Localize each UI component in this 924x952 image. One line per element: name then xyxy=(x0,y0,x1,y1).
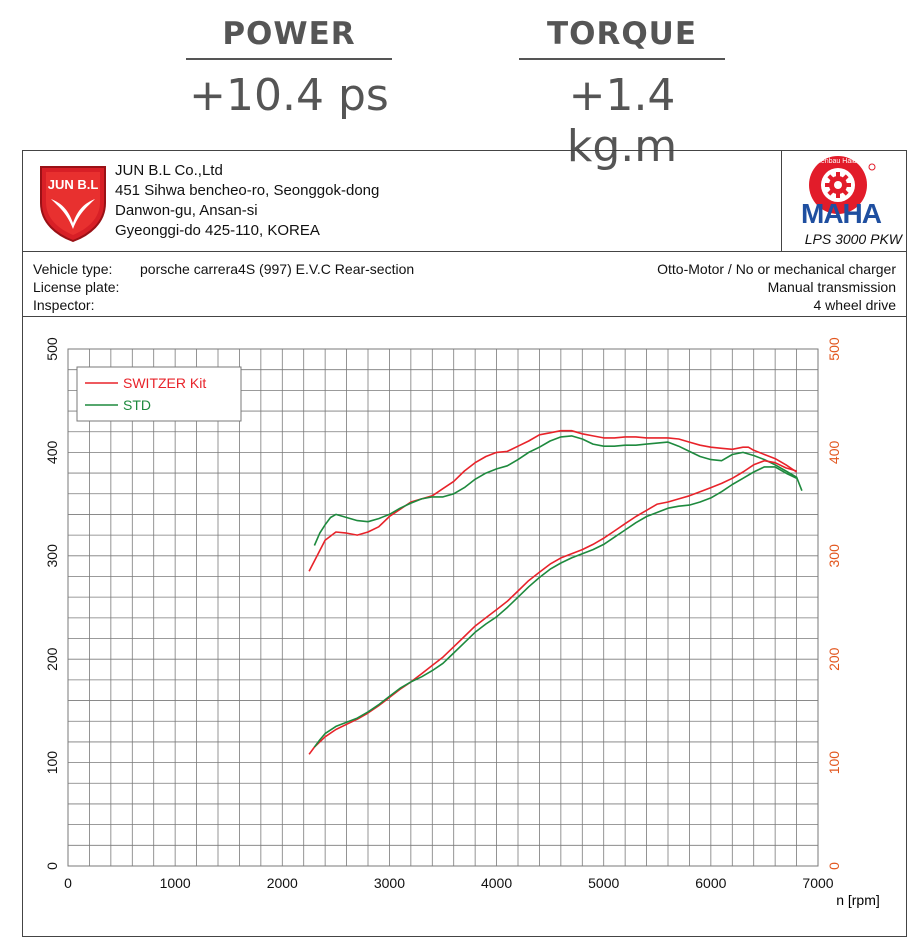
chart-grid xyxy=(67,348,819,867)
torque-title: TORQUE xyxy=(546,16,698,52)
y-tick-label-right: 0 xyxy=(826,862,842,870)
company-info: JUN B.L Co.,Ltd 451 Sihwa bencheo-ro, Se… xyxy=(115,161,379,241)
std-upper-curve xyxy=(313,435,803,546)
y-tick-label-left: 0 xyxy=(44,862,60,870)
y-tick-label-left: 500 xyxy=(44,337,60,361)
maha-model: LPS 3000 PKW xyxy=(804,231,902,247)
std-lower-curve xyxy=(313,466,797,748)
switzer-kit-upper-curve xyxy=(308,429,798,572)
y-tick-label-right: 500 xyxy=(826,337,842,361)
vehicle-type-value: porsche carrera4S (997) E.V.C Rear-secti… xyxy=(140,261,415,277)
legend-box xyxy=(76,366,242,422)
y-tick-label-right: 100 xyxy=(826,751,842,775)
y-tick-label-left: 400 xyxy=(44,441,60,465)
power-value: +10.4 ps xyxy=(189,70,389,121)
x-tick-label: 3000 xyxy=(374,875,405,891)
plot-area xyxy=(67,348,819,867)
x-tick-label: 7000 xyxy=(802,875,833,891)
vehicle-type-label: Vehicle type: xyxy=(33,261,113,277)
x-tick-label: 4000 xyxy=(481,875,512,891)
torque-gain-block: TORQUE +1.4 kg.m xyxy=(519,0,725,172)
y-tick-label-right: 400 xyxy=(826,441,842,465)
x-tick-label: 6000 xyxy=(695,875,726,891)
x-tick-label: 2000 xyxy=(267,875,298,891)
power-title: POWER xyxy=(222,16,356,52)
chart-series xyxy=(308,429,803,755)
legend-label-std: STD xyxy=(123,397,151,413)
maha-logo: Maschinenbau Haldenwang MAHA xyxy=(795,156,883,229)
legend-label-switzer-kit: SWITZER Kit xyxy=(123,375,206,391)
maha-brand-box: Maschinenbau Haldenwang MAHA LPS 3000 PK… xyxy=(781,151,908,251)
transmission: Manual transmission xyxy=(767,279,896,295)
power-rule xyxy=(186,58,392,60)
y-tick-label-right: 300 xyxy=(826,544,842,568)
company-address-line-2: Danwon-gu, Ansan-si xyxy=(115,202,258,219)
y-tick-label-left: 200 xyxy=(44,647,60,671)
company-name: JUN B.L Co.,Ltd xyxy=(115,162,223,179)
maha-ring-text: Maschinenbau Haldenwang xyxy=(795,158,881,165)
dyno-sheet: JUN B.L JUN B.L Co.,Ltd 451 Sihwa benche… xyxy=(22,150,907,937)
torque-rule xyxy=(519,58,725,60)
x-axis-label: n [rpm] xyxy=(836,892,880,908)
company-address-line-3: Gyeonggi-do 425-110, KOREA xyxy=(115,222,320,239)
engine-type: Otto-Motor / No or mechanical charger xyxy=(657,261,896,277)
x-tick-label: 1000 xyxy=(160,875,191,891)
x-tick-label: 5000 xyxy=(588,875,619,891)
chart-axes: 0 1000 2000 3000 4000 5000 6000 700001002003004… xyxy=(44,337,842,891)
junbl-shield-logo: JUN B.L xyxy=(40,166,106,243)
maha-logo-text: MAHA xyxy=(801,198,882,229)
y-tick-label-left: 300 xyxy=(44,544,60,568)
info-divider xyxy=(23,316,906,317)
drive-type: 4 wheel drive xyxy=(813,297,897,313)
switzer-kit-lower-curve xyxy=(308,459,797,755)
inspector-label: Inspector: xyxy=(33,297,95,313)
license-plate-label: License plate: xyxy=(33,279,120,295)
junbl-logo-text: JUN B.L xyxy=(48,177,99,192)
y-tick-label-left: 100 xyxy=(44,751,60,775)
x-tick-label: 0 xyxy=(64,875,72,891)
company-address-line-1: 451 Sihwa bencheo-ro, Seonggok-dong xyxy=(115,182,380,199)
power-gain-block: POWER +10.4 ps xyxy=(186,0,392,121)
header-divider xyxy=(23,251,906,252)
chart-legend: SWITZER Kit STD xyxy=(76,366,242,422)
torque-value: +1.4 kg.m xyxy=(566,70,678,172)
y-tick-label-right: 200 xyxy=(826,647,842,671)
